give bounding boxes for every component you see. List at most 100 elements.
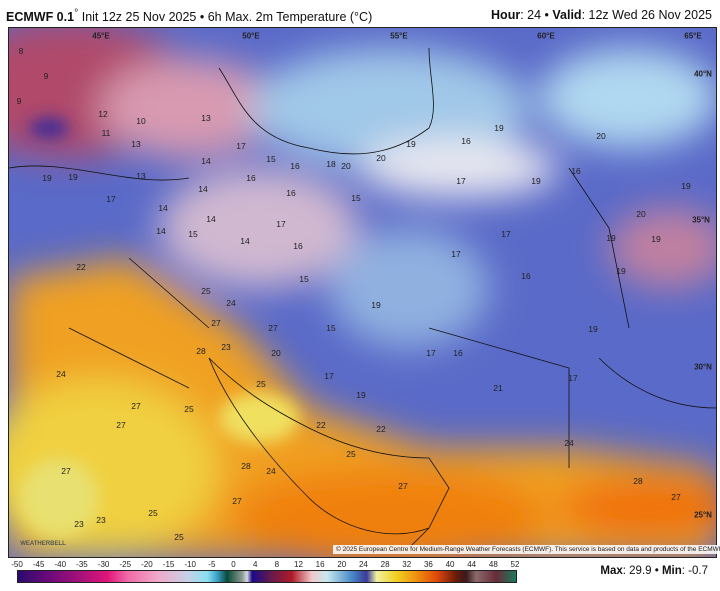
temperature-label: 19 bbox=[406, 139, 416, 149]
colorbar-tick: -10 bbox=[184, 560, 196, 569]
colorbar-tick: 20 bbox=[337, 560, 347, 569]
colorbar-tick: 4 bbox=[252, 560, 258, 569]
colorbar-tick: -45 bbox=[32, 560, 45, 569]
colorbar-tick: 32 bbox=[402, 560, 412, 569]
temperature-label: 19 bbox=[42, 173, 52, 183]
valid-time: Hour: 24 • Valid: 12z Wed 26 Nov 2025 bbox=[491, 8, 712, 22]
temperature-label: 17 bbox=[106, 194, 116, 204]
temperature-label: 17 bbox=[426, 348, 436, 358]
temperature-label: 19 bbox=[371, 300, 381, 310]
temperature-label: 27 bbox=[211, 318, 221, 328]
temperature-map[interactable]: 45°E 50°E 55°E 60°E 65°E 40°N 35°N 30°N 25°N 8 9 9 1… bbox=[8, 27, 717, 558]
temperature-label: 13 bbox=[131, 139, 141, 149]
temperature-label: 19 bbox=[681, 181, 691, 191]
colorbar-tick: -20 bbox=[141, 560, 153, 569]
temperature-label: 27 bbox=[398, 481, 408, 491]
temperature-label: 19 bbox=[356, 390, 366, 400]
temperature-label: 20 bbox=[271, 348, 281, 358]
colorbar-tick: -5 bbox=[208, 560, 216, 569]
temperature-label: 10 bbox=[136, 116, 146, 126]
colorbar-tick: 24 bbox=[358, 560, 368, 569]
temperature-label: 24 bbox=[226, 298, 236, 308]
temperature-label: 19 bbox=[68, 172, 78, 182]
temperature-label: 25 bbox=[346, 449, 356, 459]
copyright: © 2025 European Centre for Medium-Range … bbox=[333, 545, 720, 554]
grid-label: 65°E bbox=[684, 31, 702, 41]
grid-label: 25°N bbox=[694, 510, 712, 520]
temperature-label: 16 bbox=[453, 348, 463, 358]
temperature-label: 14 bbox=[206, 214, 216, 224]
colorbar-tick: -40 bbox=[54, 560, 67, 569]
temperature-label: 20 bbox=[341, 161, 351, 171]
temperature-label: 25 bbox=[174, 532, 184, 542]
temperature-label: 27 bbox=[131, 401, 141, 411]
temperature-label: 17 bbox=[451, 249, 461, 259]
colorbar-tick: 16 bbox=[315, 560, 325, 569]
colorbar-tick: -25 bbox=[119, 560, 132, 569]
temperature-label: 19 bbox=[606, 233, 616, 243]
temperature-label: 16 bbox=[461, 136, 471, 146]
colorbar-tick: -35 bbox=[76, 560, 88, 569]
temperature-label: 13 bbox=[201, 113, 211, 123]
temperature-field bbox=[9, 28, 716, 557]
temperature-label: 15 bbox=[351, 193, 361, 203]
temperature-label: 14 bbox=[198, 184, 208, 194]
grid-label: 35°N bbox=[692, 215, 710, 225]
grid-label: 30°N bbox=[694, 362, 712, 372]
colorbar-tick: -30 bbox=[97, 560, 110, 569]
temperature-label: 19 bbox=[494, 123, 504, 133]
temperature-label: 16 bbox=[571, 166, 581, 176]
grid-label: 55°E bbox=[390, 31, 408, 41]
temperature-label: 16 bbox=[293, 241, 303, 251]
temperature-label: 22 bbox=[376, 424, 386, 434]
temperature-label: 20 bbox=[376, 153, 386, 163]
temperature-label: 20 bbox=[636, 209, 646, 219]
grid-label: 40°N bbox=[694, 69, 712, 79]
temperature-label: 17 bbox=[236, 141, 246, 151]
map-title: ECMWF 0.1° Init 12z 25 Nov 2025 • 6h Max… bbox=[6, 8, 373, 25]
temperature-label: 15 bbox=[326, 323, 336, 333]
temperature-label: 19 bbox=[651, 234, 661, 244]
colorbar-tick: 40 bbox=[445, 560, 455, 569]
temperature-label: 25 bbox=[256, 379, 266, 389]
temperature-label: 17 bbox=[501, 229, 511, 239]
temperature-label: 23 bbox=[221, 342, 231, 352]
temperature-label: 19 bbox=[588, 324, 598, 334]
temperature-label: 14 bbox=[158, 203, 168, 213]
temperature-label: 22 bbox=[76, 262, 86, 272]
temperature-label: 17 bbox=[324, 371, 334, 381]
temperature-label: 19 bbox=[531, 176, 541, 186]
temperature-label: 16 bbox=[286, 188, 296, 198]
temperature-label: 27 bbox=[116, 420, 126, 430]
temperature-label: 9 bbox=[16, 96, 22, 106]
temperature-label: 19 bbox=[616, 266, 626, 276]
temperature-label: 17 bbox=[568, 373, 578, 383]
temperature-label: 8 bbox=[18, 46, 24, 56]
grid-label: 50°E bbox=[242, 31, 260, 41]
temperature-label: 24 bbox=[56, 369, 66, 379]
temperature-label: 25 bbox=[184, 404, 194, 414]
colorbar-tick: -15 bbox=[162, 560, 175, 569]
temperature-label: 25 bbox=[201, 286, 211, 296]
temperature-label: 24 bbox=[564, 438, 574, 448]
temperature-label: 18 bbox=[326, 159, 336, 169]
temperature-label: 20 bbox=[596, 131, 606, 141]
grid-label: 45°E bbox=[92, 31, 110, 41]
max-min-stats: Max: 29.9 • Min: -0.7 bbox=[600, 565, 708, 577]
temperature-label: 17 bbox=[456, 176, 466, 186]
temperature-label: 23 bbox=[74, 519, 84, 529]
temperature-label: 15 bbox=[188, 229, 198, 239]
temperature-label: 27 bbox=[61, 466, 71, 476]
colorbar-tick: 8 bbox=[274, 560, 280, 569]
temperature-label: 27 bbox=[671, 492, 681, 502]
temperature-label: 16 bbox=[246, 173, 256, 183]
temperature-label: 13 bbox=[136, 171, 146, 181]
colorbar-tick: 0 bbox=[231, 560, 236, 569]
temperature-label: 14 bbox=[240, 236, 250, 246]
temperature-label: 17 bbox=[276, 219, 286, 229]
temperature-label: 27 bbox=[232, 496, 242, 506]
temperature-label: 23 bbox=[96, 515, 106, 525]
temperature-label: 28 bbox=[196, 346, 206, 356]
temperature-label: 21 bbox=[493, 383, 503, 393]
temperature-label: 22 bbox=[316, 420, 326, 430]
